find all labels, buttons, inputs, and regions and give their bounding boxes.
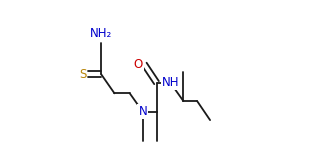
Text: S: S	[79, 68, 86, 81]
Text: N: N	[138, 105, 147, 118]
Text: NH: NH	[162, 76, 179, 89]
Text: O: O	[134, 58, 143, 71]
Text: NH₂: NH₂	[90, 27, 112, 40]
